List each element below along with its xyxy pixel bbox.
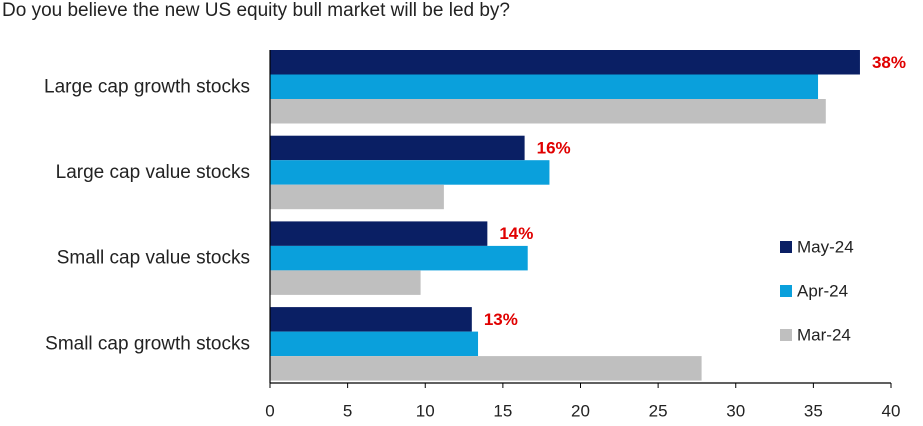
bar-may-24-small-cap-value-stocks — [270, 221, 488, 246]
axis-layer: 0 5 10 15 20 25 30 35 40 — [265, 50, 900, 421]
category-label-small-cap-growth-stocks: Small cap growth stocks — [45, 333, 250, 354]
x-tick-label-20: 20 — [571, 402, 590, 421]
data-label-large-cap-growth-stocks: 38% — [872, 53, 906, 72]
category-label-small-cap-value-stocks: Small cap value stocks — [57, 248, 250, 269]
x-tick-label-5: 5 — [343, 402, 352, 421]
bar-apr-24-small-cap-value-stocks — [270, 245, 528, 271]
data-label-large-cap-value-stocks: 16% — [537, 138, 571, 157]
bar-may-24-large-cap-growth-stocks — [270, 50, 860, 75]
legend-label-apr-24: Apr-24 — [797, 282, 848, 301]
data-label-small-cap-value-stocks: 14% — [499, 224, 533, 243]
chart-title: Do you believe the new US equity bull ma… — [2, 0, 510, 21]
bar-apr-24-small-cap-growth-stocks — [270, 331, 479, 357]
data-label-small-cap-growth-stocks: 13% — [484, 310, 518, 329]
category-label-large-cap-growth-stocks: Large cap growth stocks — [44, 76, 250, 97]
x-tick-label-0: 0 — [265, 402, 274, 421]
legend-swatch-apr-24 — [780, 285, 792, 297]
legend-label-may-24: May-24 — [797, 238, 854, 257]
legend-swatch-may-24 — [780, 241, 792, 253]
x-tick-label-40: 40 — [882, 402, 901, 421]
bar-mar-24-large-cap-growth-stocks — [270, 99, 826, 124]
legend-label-mar-24: Mar-24 — [797, 326, 851, 345]
category-labels: Large cap growth stocks Large cap value s… — [44, 76, 250, 354]
bar-apr-24-large-cap-growth-stocks — [270, 74, 819, 99]
bars-layer — [270, 50, 860, 381]
x-tick-label-30: 30 — [726, 402, 745, 421]
category-label-large-cap-value-stocks: Large cap value stocks — [56, 162, 250, 183]
legend-swatch-mar-24 — [780, 329, 792, 341]
x-tick-label-25: 25 — [649, 402, 668, 421]
x-tick-label-15: 15 — [493, 402, 512, 421]
bar-mar-24-small-cap-growth-stocks — [270, 356, 702, 381]
data-labels: 38% 16% 14% 13% — [484, 53, 906, 329]
bar-mar-24-large-cap-value-stocks — [270, 184, 444, 210]
bar-may-24-large-cap-value-stocks — [270, 135, 525, 161]
x-tick-label-10: 10 — [416, 402, 435, 421]
bar-may-24-small-cap-growth-stocks — [270, 307, 472, 332]
x-tick-label-35: 35 — [804, 402, 823, 421]
legend: May-24 Apr-24 Mar-24 — [780, 238, 854, 345]
bar-mar-24-small-cap-value-stocks — [270, 270, 421, 295]
bar-apr-24-large-cap-value-stocks — [270, 160, 550, 185]
